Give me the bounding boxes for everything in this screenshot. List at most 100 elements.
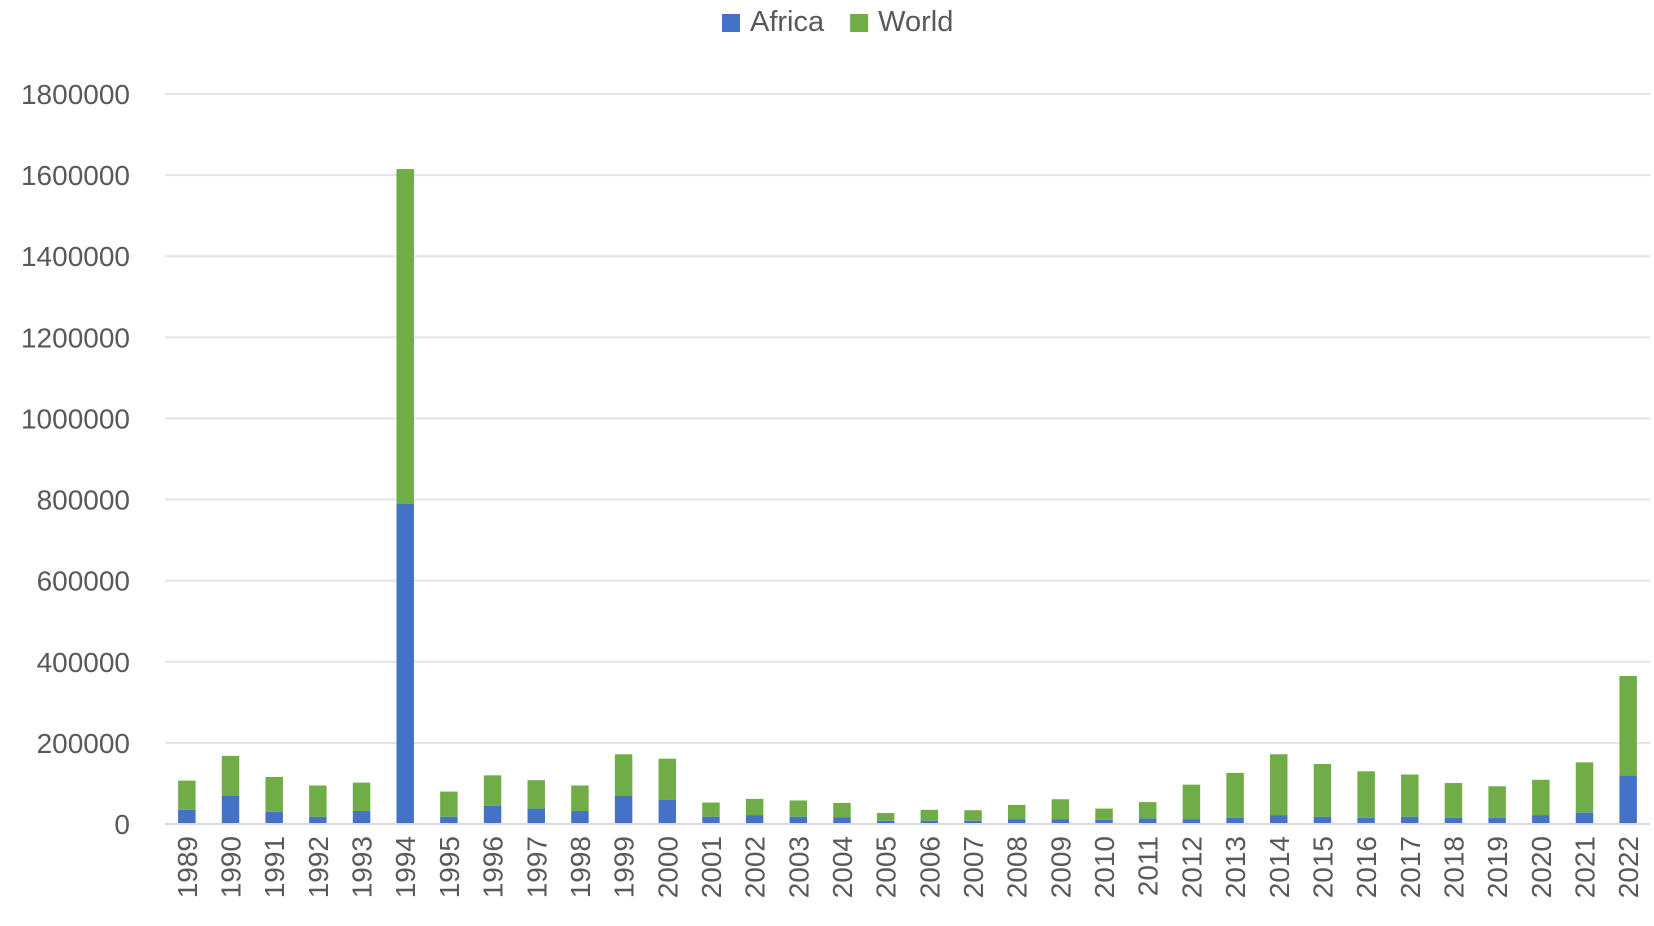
bar-world-2004 (833, 802, 851, 818)
x-tick-label: 2020 (1526, 836, 1557, 898)
bar-africa-1992 (309, 816, 327, 824)
legend-label-world: World (878, 6, 953, 38)
bar-world-1990 (221, 755, 240, 796)
x-tick-label: 2016 (1351, 836, 1382, 898)
y-tick-label: 1000000 (21, 403, 130, 434)
bar-africa-2017 (1401, 816, 1419, 824)
bar-africa-2006 (920, 820, 939, 824)
x-tick-label: 1997 (521, 836, 552, 898)
x-tick-label: 2018 (1438, 836, 1469, 898)
x-axis-tick-labels: 1989 1990 1991 1992 1993 1994 1995 1996 1997 1998… (172, 836, 1644, 898)
x-tick-label: 1999 (609, 836, 640, 898)
bar-africa-2011 (1138, 818, 1157, 824)
bar-africa-2020 (1532, 815, 1550, 824)
x-tick-label: 2017 (1395, 836, 1426, 898)
bar-world-2002 (745, 798, 764, 816)
x-tick-label: 2008 (1002, 836, 1033, 898)
bar-world-2000 (658, 758, 677, 800)
bar-africa-2013 (1226, 817, 1244, 824)
bar-africa-1997 (527, 808, 545, 824)
bar-world-2014 (1270, 754, 1288, 816)
x-tick-label: 2009 (1045, 836, 1076, 898)
bar-africa-2005 (876, 820, 895, 824)
bar-africa-2012 (1182, 819, 1201, 824)
bar-world-1999 (614, 754, 633, 796)
y-tick-label: 600000 (37, 566, 130, 597)
bar-africa-2015 (1313, 816, 1332, 824)
x-tick-label: 1992 (303, 836, 334, 898)
bar-africa-2022 (1619, 775, 1637, 824)
bar-africa-1995 (440, 816, 458, 824)
x-tick-label: 2003 (783, 836, 814, 898)
x-tick-label: 2021 (1569, 836, 1600, 898)
bar-africa-2019 (1488, 817, 1506, 824)
y-tick-label: 0 (114, 809, 130, 840)
x-tick-label: 2005 (871, 836, 902, 898)
bar-world-2009 (1051, 799, 1070, 820)
x-tick-label: 2007 (958, 836, 989, 898)
x-tick-label: 1998 (565, 836, 596, 898)
x-tick-label: 2013 (1220, 836, 1251, 898)
x-tick-label: 1995 (434, 836, 465, 898)
bar-world-1992 (309, 785, 327, 817)
x-tick-label: 1991 (259, 836, 290, 898)
bar-world-2006 (920, 809, 939, 821)
bar-africa-1999 (614, 795, 633, 824)
x-tick-label: 2012 (1176, 836, 1207, 898)
x-tick-label: 2010 (1089, 836, 1120, 898)
bar-world-2017 (1401, 774, 1419, 817)
bar-world-2016 (1357, 771, 1375, 818)
bar-africa-2009 (1051, 819, 1070, 824)
bar-africa-2001 (702, 816, 720, 824)
bar-africa-1990 (221, 795, 240, 824)
legend-label-africa: Africa (750, 6, 825, 38)
x-tick-label: 2015 (1307, 836, 1338, 898)
bar-world-1998 (571, 785, 589, 812)
x-tick-label: 2022 (1613, 836, 1644, 898)
bar-africa-2004 (833, 817, 851, 824)
bar-africa-2000 (658, 799, 677, 824)
gridlines (165, 93, 1650, 744)
bar-world-2019 (1488, 786, 1506, 818)
bar-africa-2010 (1095, 819, 1113, 824)
y-tick-label: 1400000 (21, 241, 130, 272)
x-tick-label: 1996 (478, 836, 509, 898)
x-tick-label: 2004 (827, 836, 858, 898)
y-tick-label: 1200000 (21, 322, 130, 353)
bar-world-2012 (1182, 784, 1201, 820)
bar-world-2018 (1444, 783, 1463, 818)
x-tick-label: 1994 (390, 836, 421, 898)
bar-world-1989 (178, 780, 196, 810)
legend-swatch-world (850, 14, 869, 32)
bar-africa-2014 (1270, 815, 1288, 824)
bar-africa-2021 (1575, 812, 1594, 824)
bar-world-2013 (1226, 772, 1244, 818)
bar-africa-1994 (396, 503, 414, 824)
y-axis-tick-labels: 0 200000 400000 600000 800000 1000000 1200000 1… (21, 79, 130, 840)
x-tick-label: 1993 (347, 836, 378, 898)
bar-world-2001 (702, 802, 720, 817)
bar-africa-2016 (1357, 817, 1375, 824)
bar-africa-2018 (1444, 817, 1463, 824)
bar-world-1994 (396, 169, 414, 504)
y-tick-label: 1800000 (21, 79, 130, 110)
bar-world-1993 (352, 782, 371, 812)
bar-africa-1991 (265, 811, 283, 824)
y-tick-label: 1600000 (21, 160, 130, 191)
x-tick-label: 1989 (172, 836, 203, 898)
x-tick-label: 2011 (1133, 836, 1164, 896)
bar-world-2021 (1575, 762, 1594, 813)
bar-world-2010 (1095, 808, 1113, 820)
bar-world-1996 (483, 775, 502, 806)
bars (178, 169, 1637, 824)
bar-world-2015 (1313, 763, 1332, 817)
bar-africa-1998 (571, 811, 589, 824)
bar-africa-1996 (483, 805, 502, 824)
bar-world-1991 (265, 776, 283, 812)
bar-africa-2003 (789, 816, 808, 824)
bar-africa-2002 (745, 815, 764, 824)
x-tick-label: 2000 (652, 836, 683, 898)
y-tick-label: 400000 (37, 647, 130, 678)
legend: Africa World (722, 6, 953, 38)
